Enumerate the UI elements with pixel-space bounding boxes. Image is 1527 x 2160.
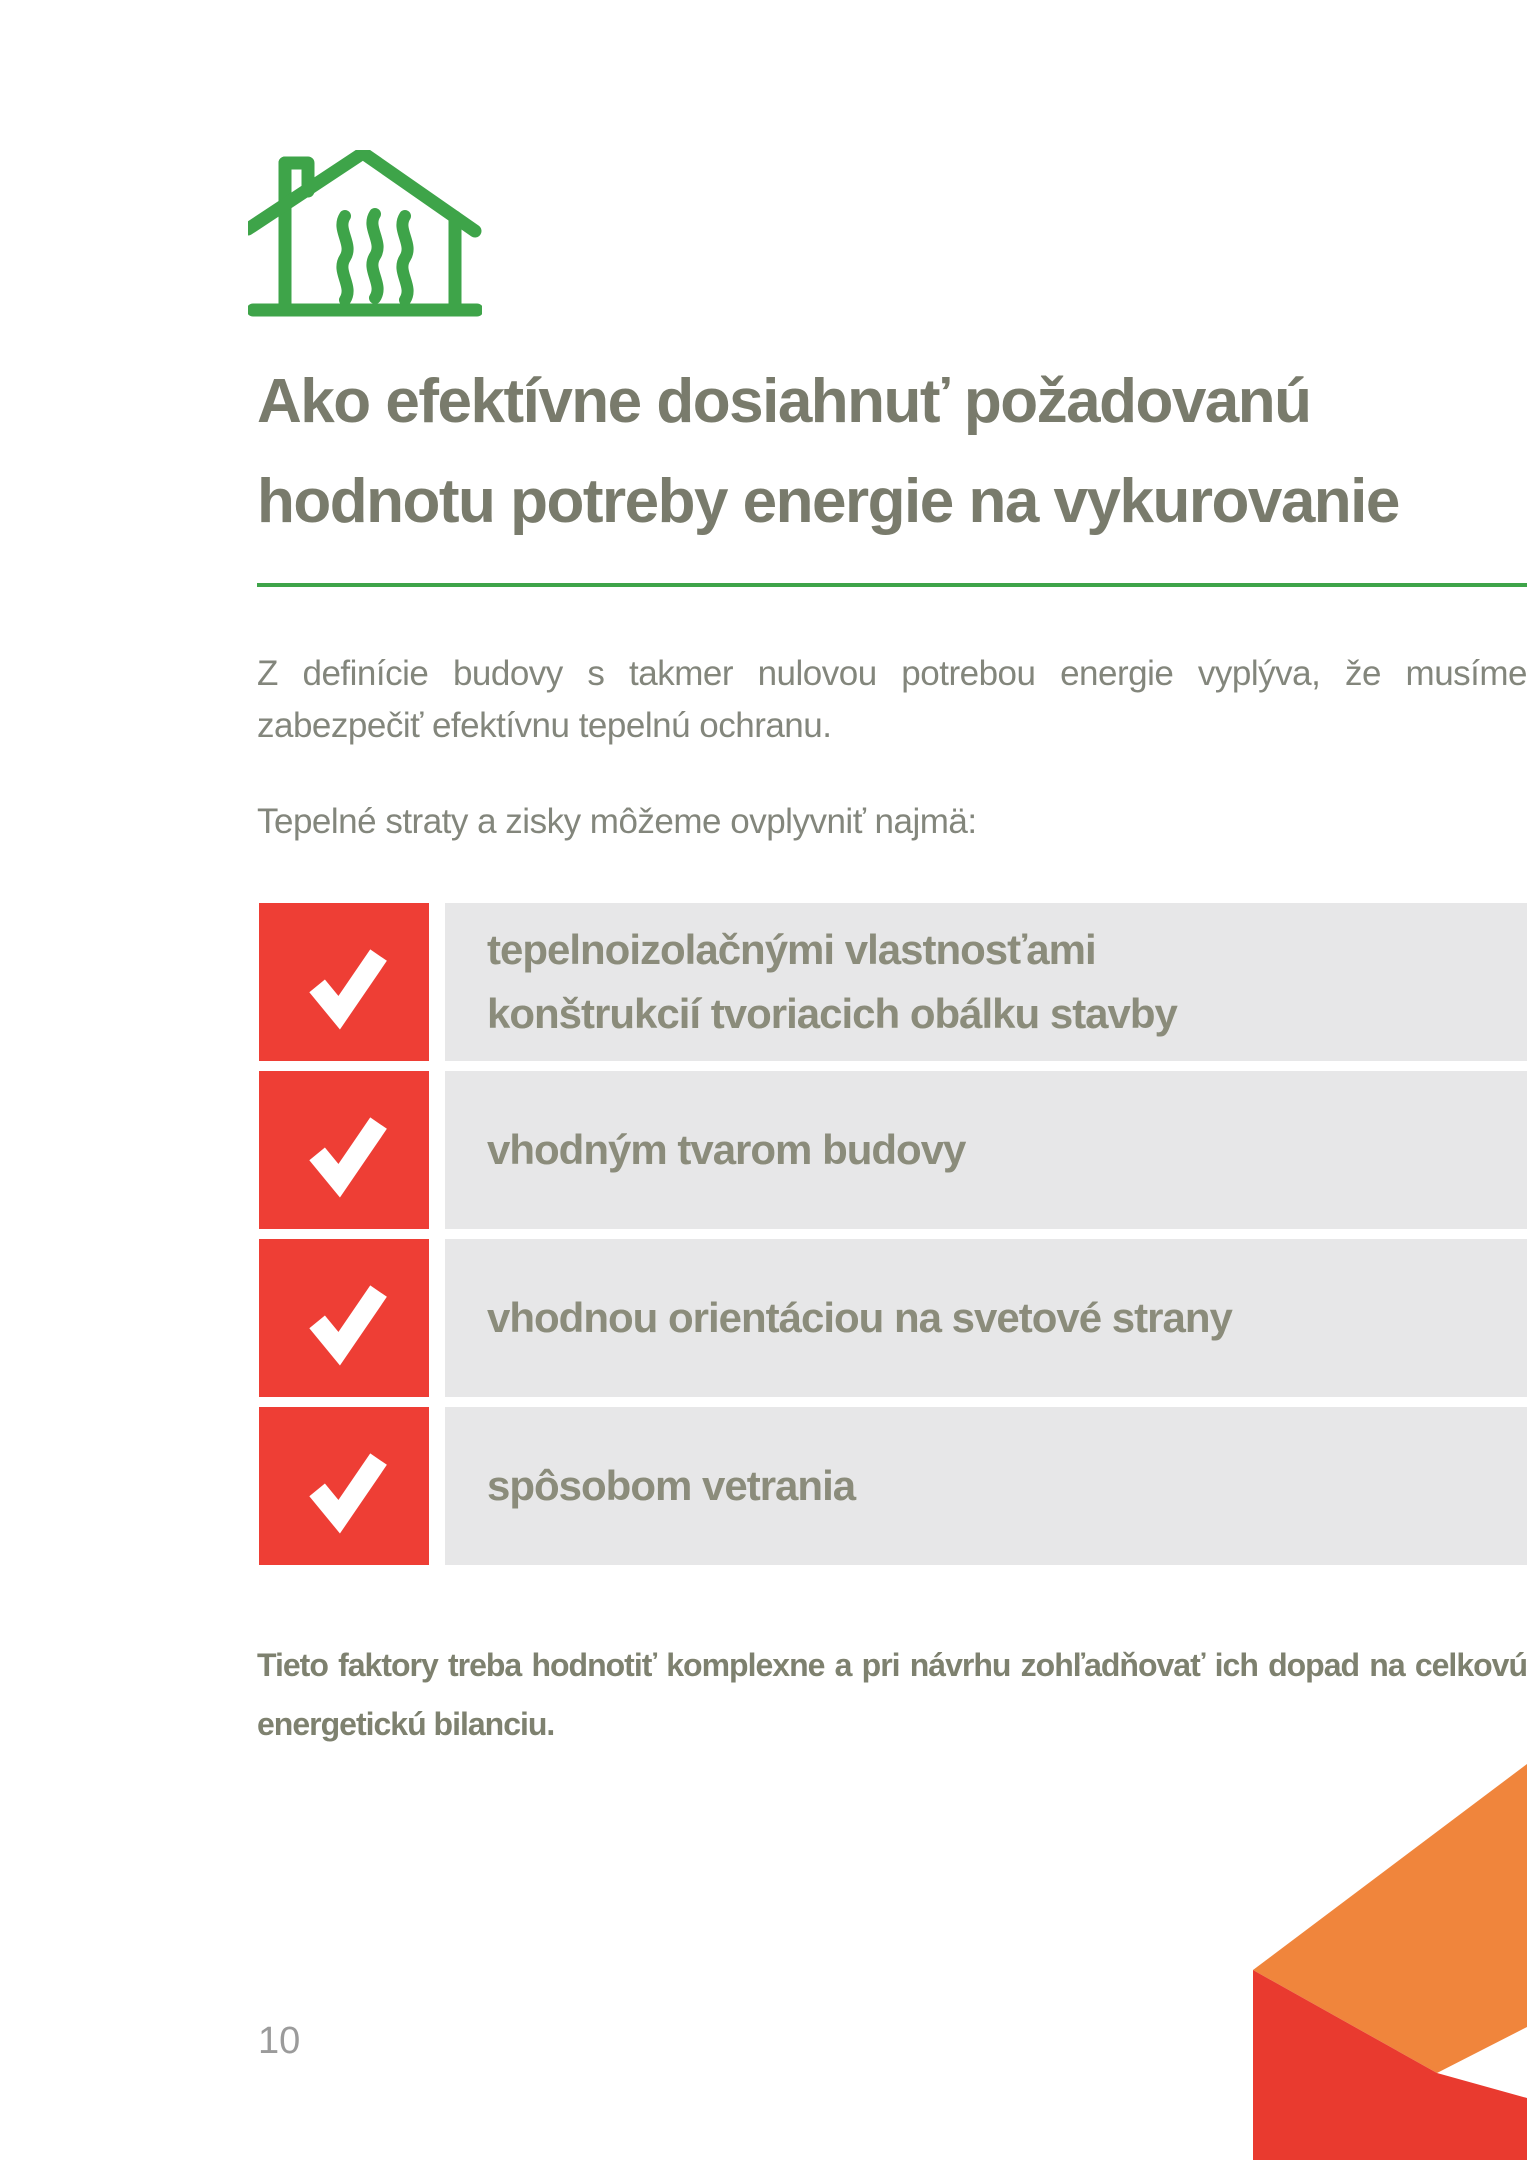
checklist-label-bar: vhodným tvarom budovy (445, 1071, 1527, 1229)
checklist-label-line: vhodnou orientáciou na svetové strany (487, 1294, 1233, 1341)
checkbox-red (259, 1071, 429, 1229)
checklist-label-line: tepelnoizolačnými vlastnosťami (487, 926, 1097, 973)
checklist-label-line: konštrukcií tvoriacich obálku stavby (487, 990, 1178, 1037)
checklist-label-bar: vhodnou orientáciou na svetové strany (445, 1239, 1527, 1397)
page-number: 10 (258, 2020, 301, 2062)
check-icon (309, 1285, 387, 1366)
corner-red-triangle (1253, 1970, 1527, 2160)
checklist-label-bar: spôsobom vetrania (445, 1407, 1527, 1565)
checklist-item: spôsobom vetrania (0, 1407, 1527, 1565)
page-title-line1: Ako efektívne dosiahnuť požadovanú (257, 367, 1312, 436)
check-icon (309, 1117, 387, 1198)
checklist-item: vhodným tvarom budovy (0, 1071, 1527, 1229)
intro-paragraph: Z definície budovy s takmer nulovou potr… (257, 654, 1527, 745)
check-icon (309, 1453, 387, 1534)
page-title: Ako efektívne dosiahnuť požadovanú hodno… (257, 352, 1527, 552)
checklist-label-line: vhodným tvarom budovy (487, 1126, 966, 1173)
checkbox-red (259, 903, 429, 1061)
checkbox-red (259, 1239, 429, 1397)
checklist-item: tepelnoizolačnými vlastnosťami konštrukc… (0, 903, 1527, 1061)
checklist-label-line: spôsobom vetrania (487, 1462, 856, 1509)
checklist-label-bar: tepelnoizolačnými vlastnosťami konštrukc… (445, 903, 1527, 1061)
checklist-item: vhodnou orientáciou na svetové strany (0, 1239, 1527, 1397)
page-title-line2: hodnotu potreby energie na vykurovanie (257, 467, 1400, 536)
closing-paragraph: Tieto faktory treba hodnotiť komplexne a… (257, 1647, 1527, 1742)
corner-orange-band (1253, 1764, 1527, 2073)
check-icon (309, 949, 387, 1030)
title-underline-rule (257, 583, 1527, 587)
list-intro-text: Tepelné straty a zisky môžeme ovplyvniť … (257, 802, 977, 841)
checkbox-red (259, 1407, 429, 1565)
house-heating-icon (248, 150, 482, 317)
